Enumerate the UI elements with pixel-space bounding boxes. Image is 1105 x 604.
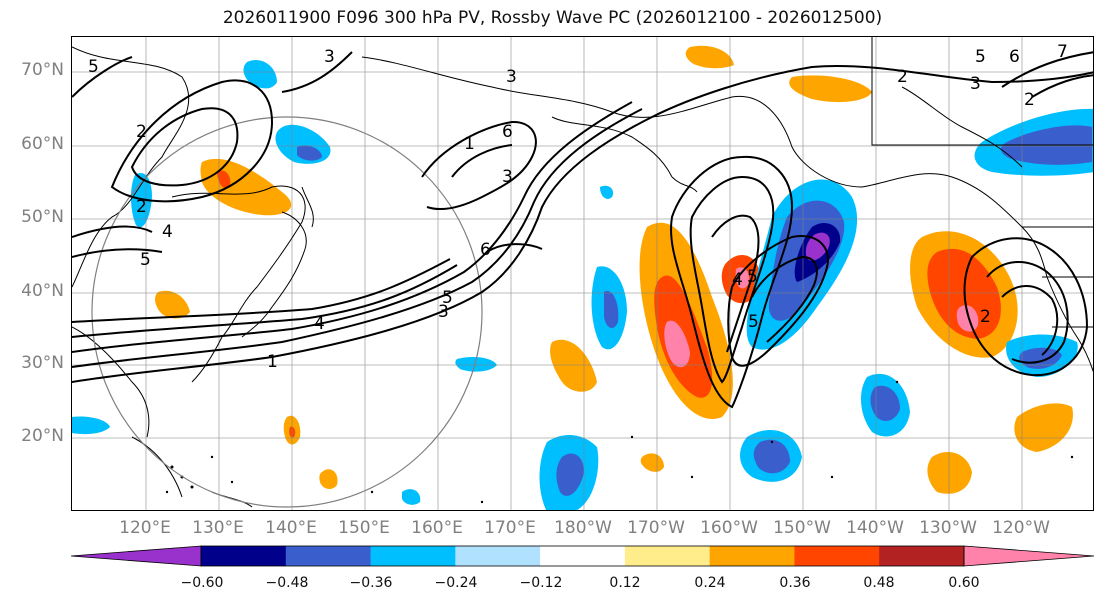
lon-label-120w: 120°W bbox=[992, 518, 1050, 538]
contour-label: 5 bbox=[88, 57, 99, 77]
lon-label-150e: 150°E bbox=[338, 518, 390, 538]
contour-label: 5 bbox=[140, 250, 151, 270]
colorbar-tick: 0.36 bbox=[779, 575, 811, 591]
colorbar-tick: −0.36 bbox=[349, 575, 393, 591]
lon-label-140w: 140°W bbox=[846, 518, 904, 538]
contour-label: 6 bbox=[480, 240, 491, 260]
colorbar-tick: −0.60 bbox=[180, 575, 224, 591]
colorbar-tick: 0.12 bbox=[609, 575, 641, 591]
lon-label-140e: 140°E bbox=[265, 518, 317, 538]
contour-label: 3 bbox=[970, 74, 981, 94]
colorbar-segment bbox=[285, 546, 372, 566]
lon-label-170e: 170°E bbox=[484, 518, 536, 538]
colorbar-tick: 0.60 bbox=[948, 575, 980, 591]
lat-label-20n: 20°N bbox=[21, 426, 64, 446]
positive-anomaly-west bbox=[200, 158, 292, 216]
contour-label: 5 bbox=[747, 267, 758, 287]
lat-label-70n: 70°N bbox=[21, 60, 64, 80]
colorbar-segment bbox=[201, 546, 287, 566]
contour-label: 5 bbox=[975, 47, 986, 67]
contour-label: 7 bbox=[1057, 42, 1068, 62]
contour-labels: 5 2 3 3 1 6 4 5 2 4 5 6 5 3 4 1 5 2 6 5 … bbox=[88, 42, 1068, 372]
colorbar-segment bbox=[794, 546, 880, 566]
pv-contours bbox=[72, 51, 1093, 409]
contour-label: 3 bbox=[502, 167, 513, 187]
contour-label: 4 bbox=[314, 314, 325, 334]
colorbar-tick: −0.12 bbox=[519, 575, 563, 591]
contour-label: 2 bbox=[136, 197, 147, 217]
colorbar-border bbox=[200, 545, 965, 567]
colorbar-tick: 0.48 bbox=[863, 575, 895, 591]
colorbar-tick: −0.48 bbox=[265, 575, 309, 591]
radius-circle bbox=[91, 116, 483, 508]
contour-label: 5 bbox=[748, 312, 759, 332]
lat-label-50n: 50°N bbox=[21, 207, 64, 227]
colorbar bbox=[71, 545, 1094, 567]
colorbar-tick: −0.24 bbox=[434, 575, 478, 591]
lat-label-60n: 60°N bbox=[21, 134, 64, 154]
contour-label: 4 bbox=[732, 270, 743, 290]
contour-label: 1 bbox=[267, 352, 278, 372]
contour-label: 5 bbox=[442, 288, 453, 308]
contour-label: 3 bbox=[324, 47, 335, 67]
lon-label-180w: 180°W bbox=[554, 518, 612, 538]
positive-anomaly-central-pacific-peak bbox=[664, 320, 690, 368]
colorbar-segment bbox=[370, 546, 456, 566]
contour-label: 3 bbox=[506, 67, 517, 87]
colorbar-segments bbox=[71, 545, 1094, 567]
islands bbox=[165, 380, 1074, 504]
coastlines bbox=[72, 37, 1093, 508]
contour-label: 6 bbox=[1009, 47, 1020, 67]
colorbar-extend-max bbox=[963, 545, 1094, 567]
contour-label: 2 bbox=[136, 122, 147, 142]
colorbar-segment bbox=[879, 546, 965, 566]
contour-label: 6 bbox=[502, 122, 513, 142]
contour-label: 2 bbox=[1024, 90, 1035, 110]
lon-label-160w: 160°W bbox=[700, 518, 758, 538]
contour-label: 1 bbox=[464, 134, 475, 154]
colorbar-segment bbox=[540, 546, 626, 566]
colorbar-extend-min bbox=[71, 545, 202, 567]
figure-title: 2026011900 F096 300 hPa PV, Rossby Wave … bbox=[222, 8, 883, 28]
lon-label-130w: 130°W bbox=[919, 518, 977, 538]
lon-label-120e: 120°E bbox=[119, 518, 171, 538]
contour-label: 3 bbox=[438, 302, 449, 322]
pv-shading bbox=[72, 45, 1093, 510]
lon-label-130e: 130°E bbox=[192, 518, 244, 538]
colorbar-segment bbox=[455, 546, 541, 566]
map-svg: 5 2 3 3 1 6 4 5 2 4 5 6 5 3 4 1 5 2 6 5 … bbox=[72, 37, 1093, 510]
lon-label-150w: 150°W bbox=[773, 518, 831, 538]
colorbar-segment bbox=[709, 546, 795, 566]
lon-label-170w: 170°W bbox=[627, 518, 685, 538]
map-panel: 5 2 3 3 1 6 4 5 2 4 5 6 5 3 4 1 5 2 6 5 … bbox=[71, 36, 1094, 511]
contour-label: 2 bbox=[897, 67, 908, 87]
colorbar-tick: 0.24 bbox=[694, 575, 726, 591]
lat-label-40n: 40°N bbox=[21, 281, 64, 301]
colorbar-segment bbox=[624, 546, 711, 566]
lon-label-160e: 160°E bbox=[411, 518, 463, 538]
lat-label-30n: 30°N bbox=[21, 353, 64, 373]
contour-label: 4 bbox=[162, 222, 173, 242]
contour-label: 2 bbox=[980, 307, 991, 327]
